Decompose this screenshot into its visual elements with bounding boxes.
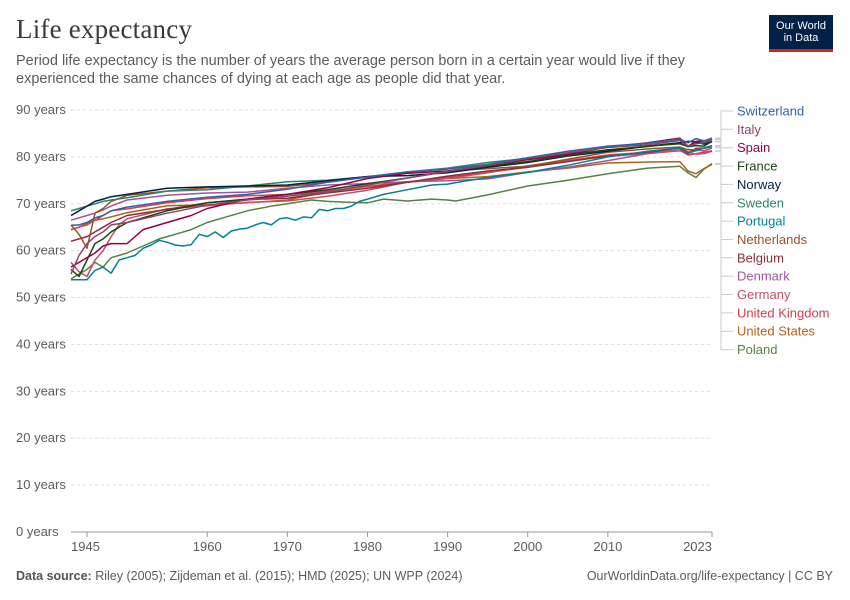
data-source: Data source: Riley (2005); Zijdeman et a… bbox=[16, 569, 463, 583]
legend-connector bbox=[715, 150, 733, 295]
y-tick-label: 60 years bbox=[16, 243, 66, 258]
legend-connector bbox=[715, 146, 733, 240]
source-link[interactable]: OurWorldinData.org/life-expectancy | CC … bbox=[586, 569, 833, 583]
legend-connector bbox=[715, 150, 733, 314]
series-line-italy bbox=[70, 138, 713, 275]
legend-connector bbox=[715, 163, 733, 332]
y-tick-label: 20 years bbox=[16, 430, 66, 445]
series-line-norway bbox=[70, 140, 713, 217]
legend-connector bbox=[715, 145, 733, 222]
legend-label-italy: Italy bbox=[737, 122, 761, 137]
y-tick-label: 10 years bbox=[16, 477, 66, 492]
logo-line-2: in Data bbox=[783, 32, 819, 44]
legend-connector bbox=[715, 128, 733, 140]
legend-label-poland: Poland bbox=[737, 342, 777, 357]
x-tick-label: 1980 bbox=[353, 539, 382, 554]
x-tick-label: 2010 bbox=[593, 539, 622, 554]
legend-label-spain: Spain bbox=[737, 140, 770, 155]
legend-label-germany: Germany bbox=[737, 287, 791, 302]
x-tick-label: 2023 bbox=[683, 539, 712, 554]
legend-label-france: France bbox=[737, 159, 777, 174]
y-tick-label: 50 years bbox=[16, 290, 66, 305]
x-tick-label: 1970 bbox=[273, 539, 302, 554]
y-tick-label: 80 years bbox=[16, 149, 66, 164]
legend-label-united-kingdom: United Kingdom bbox=[737, 305, 830, 320]
legend-label-denmark: Denmark bbox=[737, 269, 790, 284]
legend-connector bbox=[715, 110, 733, 139]
x-tick-label: 1945 bbox=[71, 539, 100, 554]
owid-logo[interactable]: Our World in Data bbox=[769, 15, 833, 52]
series-line-switzerland bbox=[70, 137, 713, 227]
legend-label-sweden: Sweden bbox=[737, 195, 784, 210]
x-tick-label: 1960 bbox=[193, 539, 222, 554]
y-tick-label: 30 years bbox=[16, 383, 66, 398]
chart-subtitle: Period life expectancy is the number of … bbox=[16, 53, 685, 87]
legend-connector bbox=[715, 163, 733, 351]
y-tick-label: 40 years bbox=[16, 336, 66, 351]
data-source-text: Riley (2005); Zijdeman et al. (2015); HM… bbox=[95, 569, 463, 583]
y-tick-label: 70 years bbox=[16, 196, 66, 211]
legend-label-norway: Norway bbox=[737, 177, 782, 192]
legend-connector bbox=[715, 147, 733, 277]
series-line-poland bbox=[70, 162, 713, 280]
legend-label-netherlands: Netherlands bbox=[737, 232, 808, 247]
y-tick-label: 0 years bbox=[16, 524, 59, 539]
series-line-belgium bbox=[70, 145, 713, 243]
series-line-france bbox=[70, 140, 713, 278]
x-tick-label: 2000 bbox=[513, 539, 542, 554]
data-source-label: Data source: bbox=[16, 569, 92, 583]
series-line-netherlands bbox=[70, 145, 713, 250]
x-tick-label: 1990 bbox=[433, 539, 462, 554]
series-line-portugal bbox=[71, 144, 713, 281]
y-tick-label: 90 years bbox=[16, 102, 66, 117]
legend-label-united-states: United States bbox=[737, 324, 816, 339]
legend-label-portugal: Portugal bbox=[737, 214, 786, 229]
legend-label-belgium: Belgium bbox=[737, 250, 784, 265]
logo-line-1: Our World bbox=[776, 20, 826, 32]
legend-label-switzerland: Switzerland bbox=[737, 104, 804, 119]
chart-title: Life expectancy bbox=[16, 14, 193, 44]
legend-connector bbox=[715, 145, 733, 259]
